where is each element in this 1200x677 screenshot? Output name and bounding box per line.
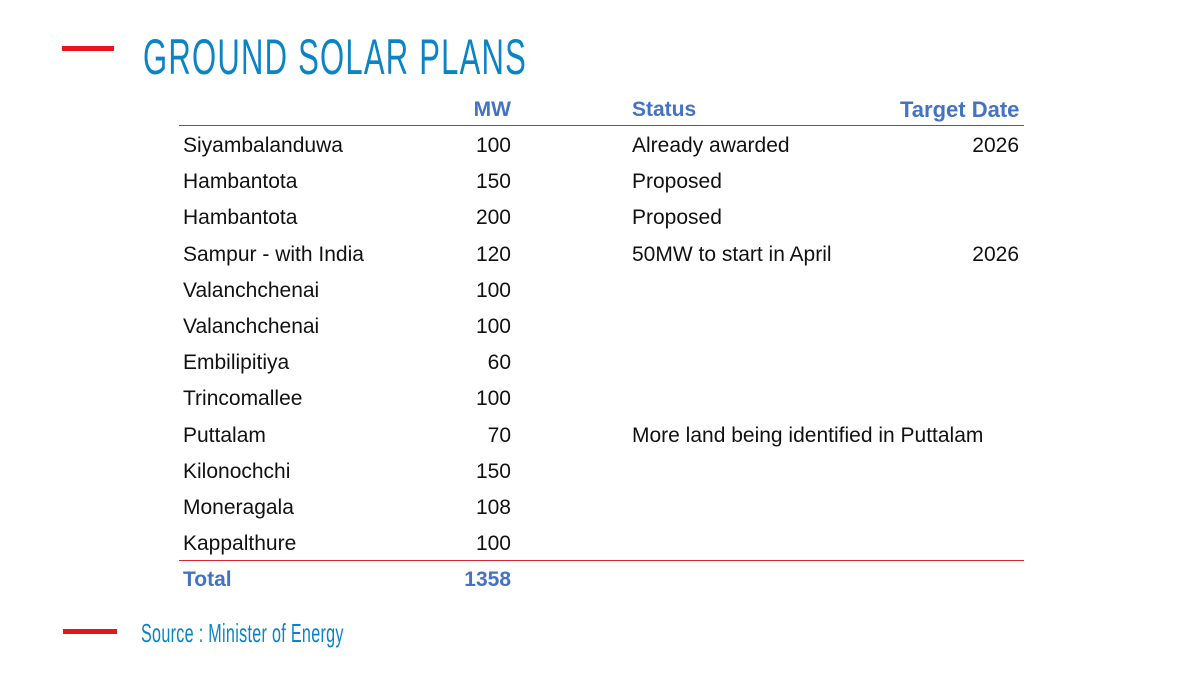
row-mw: 200	[475, 206, 511, 230]
row-name: Hambantota	[183, 170, 298, 194]
row-target-date: 2026	[972, 134, 1019, 157]
row-mw: 150	[475, 170, 511, 194]
row-mw: 100	[475, 387, 511, 411]
row-mw: 120	[475, 242, 511, 266]
total-divider	[179, 560, 1024, 561]
row-mw: 100	[475, 278, 511, 302]
row-mw: 150	[475, 459, 511, 483]
row-mw: 108	[475, 496, 511, 519]
row-name: Kilonochchi	[183, 459, 291, 483]
page-title: GROUND SOLAR PLANS	[143, 29, 528, 85]
title-accent-bar	[62, 46, 114, 51]
row-name: Moneragala	[183, 496, 294, 519]
row-mw: 100	[475, 134, 511, 157]
source-accent-bar	[63, 629, 117, 634]
row-status: Already awarded	[632, 134, 790, 157]
header-status: Status	[632, 98, 697, 121]
row-mw: 100	[475, 532, 511, 556]
total-mw: 1358	[464, 568, 511, 591]
row-name: Kappalthure	[183, 532, 297, 556]
row-status: 50MW to start in April	[632, 242, 832, 266]
row-name: Embilipitiya	[183, 351, 290, 375]
row-name: Hambantota	[183, 206, 298, 230]
row-status: Proposed	[632, 206, 722, 230]
row-mw: 100	[475, 315, 511, 338]
row-name: Puttalam	[183, 423, 266, 447]
row-name: Trincomallee	[183, 387, 303, 411]
row-name: Sampur - with India	[183, 242, 364, 266]
row-name: Siyambalanduwa	[183, 134, 343, 157]
header-target-date: Target Date	[900, 97, 1020, 122]
row-mw: 60	[487, 351, 511, 375]
header-divider	[179, 125, 1024, 126]
row-status: More land being identified in Puttalam	[632, 423, 984, 447]
row-name: Valanchchenai	[183, 315, 320, 338]
header-mw: MW	[473, 98, 511, 121]
source-note: Source : Minister of Energy	[141, 618, 344, 648]
row-status: Proposed	[632, 170, 722, 194]
total-label: Total	[183, 568, 232, 591]
row-mw: 70	[487, 423, 511, 447]
row-name: Valanchchenai	[183, 278, 320, 302]
row-target-date: 2026	[972, 242, 1019, 266]
